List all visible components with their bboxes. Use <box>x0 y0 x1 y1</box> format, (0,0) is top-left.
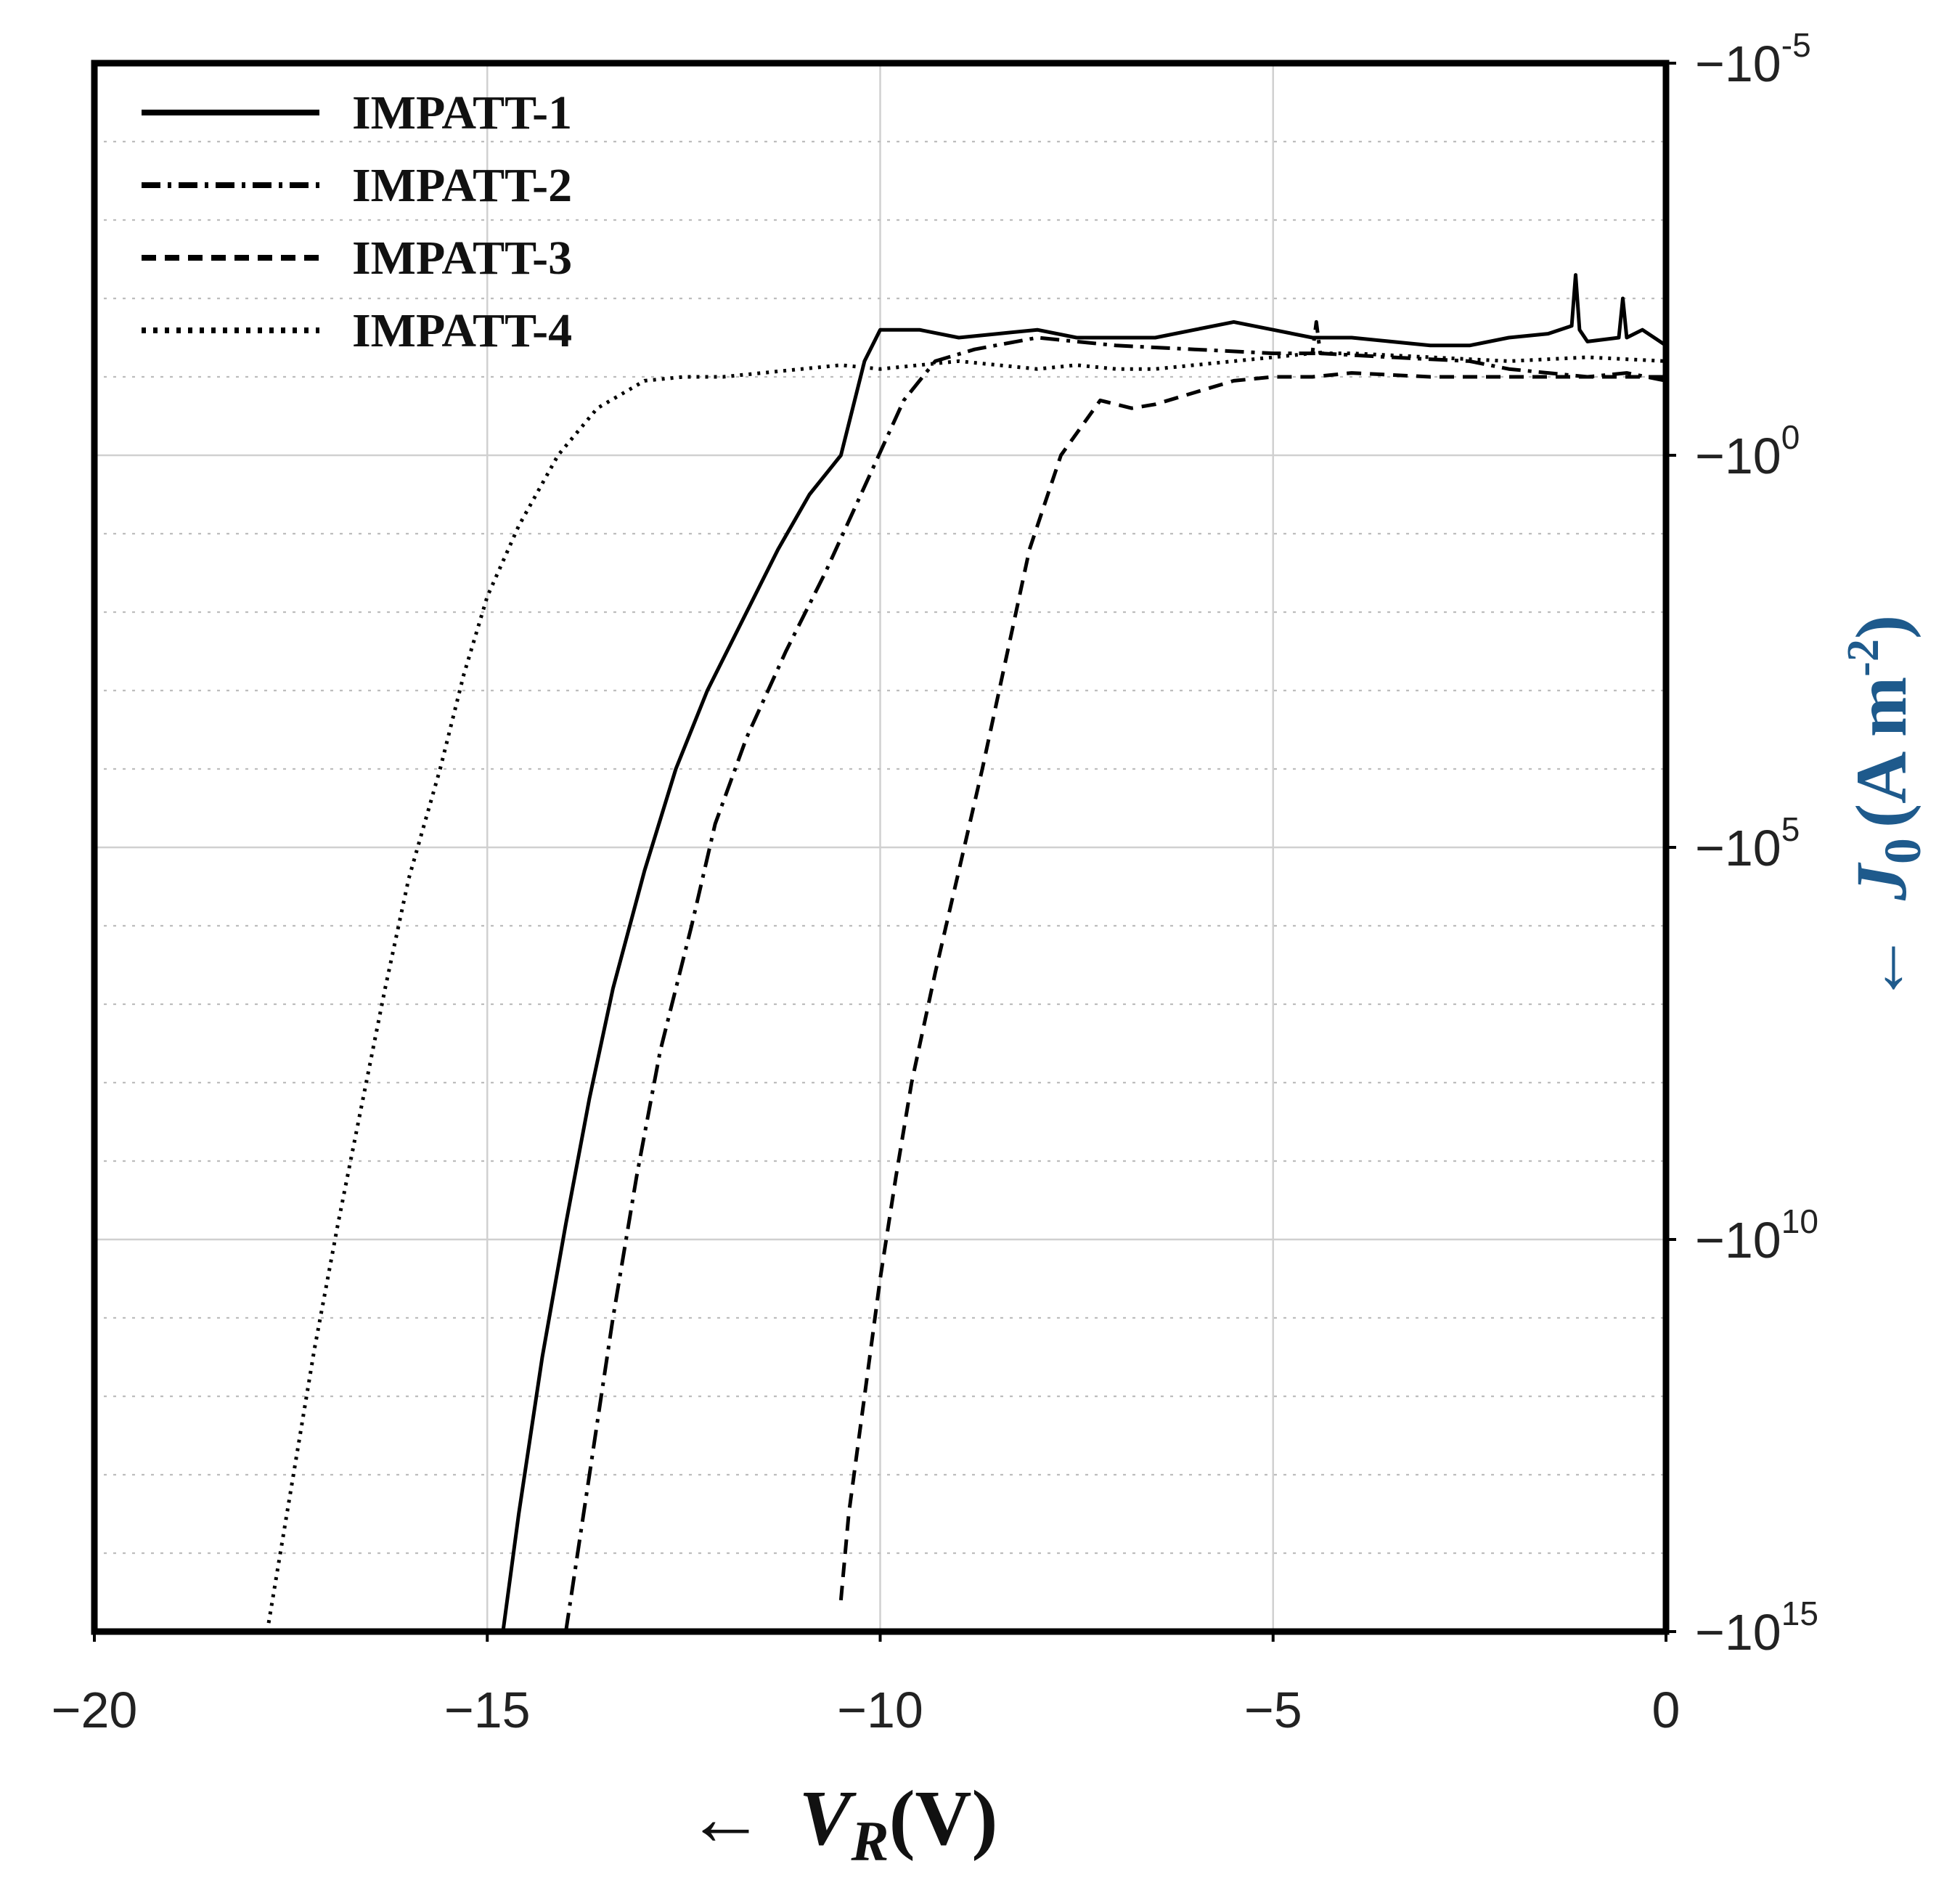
y-tick-exponent: 15 <box>1781 1595 1818 1632</box>
series-line-impatt-2 <box>564 319 1667 1632</box>
y-tick-exponent: 10 <box>1781 1202 1818 1240</box>
legend-label: IMPATT-2 <box>352 159 572 212</box>
y-axis-arrow: ← <box>1841 932 1922 1004</box>
x-axis-ticks: −20 −15 −10 −5 0 <box>52 1632 1681 1738</box>
series-layer <box>265 273 1667 1632</box>
y-tick-label: −100 <box>1695 418 1800 484</box>
y-tick-exponent: 0 <box>1781 418 1800 456</box>
x-tick-label: −15 <box>444 1682 531 1738</box>
y-tick-base: −10 <box>1695 1212 1781 1269</box>
y-axis-subscript: 0 <box>1874 838 1932 864</box>
y-axis-ticks: −10-5−100−105−1010−1015 <box>1666 26 1818 1661</box>
y-tick-label: −10-5 <box>1695 26 1811 92</box>
x-tick-label: −10 <box>837 1682 923 1738</box>
x-tick-label: 0 <box>1652 1682 1681 1738</box>
y-tick-base: −10 <box>1695 820 1781 876</box>
y-tick-exponent: -5 <box>1781 26 1811 64</box>
legend-label: IMPATT-1 <box>352 86 572 139</box>
y-tick-label: −105 <box>1695 810 1800 876</box>
x-axis-subscript: R <box>851 1809 889 1873</box>
x-axis-arrow: ← <box>686 1775 764 1862</box>
y-axis-unit-post: ) <box>1841 615 1922 639</box>
x-tick-label: −20 <box>52 1682 138 1738</box>
y-tick-base: −10 <box>1695 36 1781 92</box>
y-axis-unit-exp: -2 <box>1839 639 1888 677</box>
x-axis-unit: (V) <box>889 1775 998 1862</box>
series-line-impatt-1 <box>501 273 1667 1632</box>
y-tick-base: −10 <box>1695 1604 1781 1661</box>
y-tick-label: −1015 <box>1695 1595 1818 1661</box>
x-tick-label: −5 <box>1244 1682 1302 1738</box>
legend: IMPATT-1 IMPATT-2 IMPATT-3 IMPATT-4 <box>142 86 572 357</box>
y-tick-exponent: 5 <box>1781 810 1800 848</box>
legend-label: IMPATT-4 <box>352 304 572 357</box>
legend-label: IMPATT-3 <box>352 232 572 285</box>
x-axis-title: ← VR(V) <box>686 1775 997 1873</box>
y-axis-title-group: ← J0 (A m-2) <box>1839 615 1932 1004</box>
y-axis-symbol: J <box>1841 862 1922 901</box>
x-axis-symbol: V <box>799 1775 857 1862</box>
y-axis-unit-pre: (A m <box>1841 677 1922 828</box>
y-tick-base: −10 <box>1695 428 1781 484</box>
y-tick-label: −1010 <box>1695 1202 1818 1269</box>
y-axis-title: ← J0 (A m-2) <box>1839 615 1932 1004</box>
